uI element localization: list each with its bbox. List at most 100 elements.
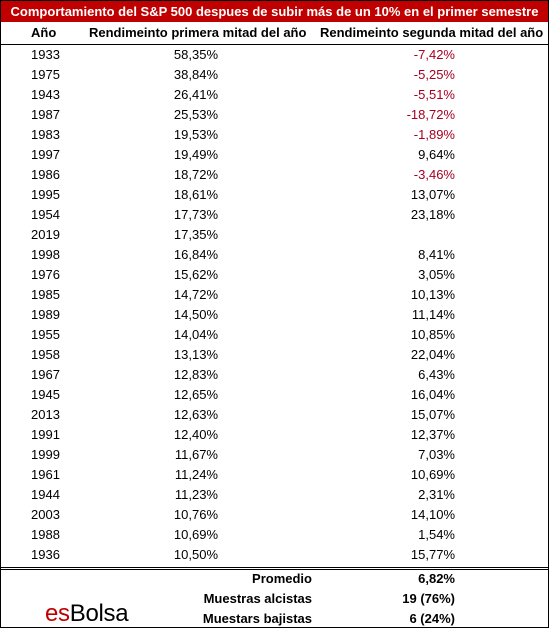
- header-year: Año: [31, 25, 57, 40]
- cell-year: 1958: [31, 347, 60, 362]
- table-row: 1985 14,72% 10,13%: [1, 285, 548, 305]
- cell-second-half: 3,05%: [418, 267, 455, 282]
- cell-first-half: 18,72%: [173, 167, 218, 182]
- cell-second-half: 6,43%: [418, 367, 455, 382]
- cell-second-half: -3,46%: [413, 167, 455, 182]
- summary-row: Muestras alcistas 19 (76%): [1, 589, 548, 609]
- summary-value: 19 (76%): [402, 591, 455, 606]
- cell-second-half: -5,25%: [413, 67, 455, 82]
- table-row: 1989 14,50% 11,14%: [1, 305, 548, 325]
- table-row: 1933 58,35% -7,42%: [1, 45, 548, 65]
- cell-first-half: 14,50%: [173, 307, 218, 322]
- cell-second-half: 8,41%: [418, 247, 455, 262]
- cell-first-half: 38,84%: [173, 67, 218, 82]
- cell-year: 1999: [31, 447, 60, 462]
- table-row: 1961 11,24% 10,69%: [1, 465, 548, 485]
- cell-year: 1961: [31, 467, 60, 482]
- cell-year: 1954: [31, 207, 60, 222]
- cell-first-half: 11,24%: [174, 467, 218, 482]
- cell-first-half: 26,41%: [173, 87, 218, 102]
- cell-year: 1976: [31, 267, 60, 282]
- cell-first-half: 17,35%: [173, 227, 218, 242]
- table-row: 2003 10,76% 14,10%: [1, 505, 548, 525]
- table-row: 1983 19,53% -1,89%: [1, 125, 548, 145]
- cell-second-half: 22,04%: [410, 347, 455, 362]
- cell-first-half: 10,50%: [173, 547, 218, 562]
- summary-row: Muestars bajistas 6 (24%): [1, 609, 548, 629]
- cell-second-half: 10,13%: [410, 287, 455, 302]
- cell-year: 1936: [31, 547, 60, 562]
- cell-second-half: -5,51%: [413, 87, 455, 102]
- cell-year: 1989: [31, 307, 60, 322]
- table-body: 1933 58,35% -7,42% 1975 38,84% -5,25% 1943 26,4…: [1, 45, 548, 565]
- cell-first-half: 58,35%: [173, 47, 218, 62]
- table-title: Comportamiento del S&P 500 despues de su…: [1, 1, 548, 22]
- table-row: 1943 26,41% -5,51%: [1, 85, 548, 105]
- cell-year: 1933: [31, 47, 60, 62]
- cell-second-half: 2,31%: [418, 487, 455, 502]
- table-row: 1967 12,83% 6,43%: [1, 365, 548, 385]
- cell-first-half: 19,53%: [173, 127, 218, 142]
- cell-first-half: 13,13%: [173, 347, 218, 362]
- cell-year: 2019: [31, 227, 60, 242]
- cell-year: 2013: [31, 407, 60, 422]
- cell-second-half: 23,18%: [410, 207, 455, 222]
- table-row: 1976 15,62% 3,05%: [1, 265, 548, 285]
- table-row: 2019 17,35%: [1, 225, 548, 245]
- table-row: 1955 14,04% 10,85%: [1, 325, 548, 345]
- cell-year: 1998: [31, 247, 60, 262]
- cell-first-half: 12,40%: [173, 427, 218, 442]
- cell-year: 1997: [31, 147, 60, 162]
- summary-row: Promedio 6,82%: [1, 569, 548, 589]
- table-row: 1999 11,67% 7,03%: [1, 445, 548, 465]
- cell-first-half: 11,23%: [174, 487, 218, 502]
- cell-first-half: 25,53%: [173, 107, 218, 122]
- cell-first-half: 19,49%: [173, 147, 218, 162]
- cell-second-half: -7,42%: [413, 47, 455, 62]
- cell-year: 1985: [31, 287, 60, 302]
- cell-year: 1983: [31, 127, 60, 142]
- table-row: 1958 13,13% 22,04%: [1, 345, 548, 365]
- cell-first-half: 14,72%: [173, 287, 218, 302]
- cell-second-half: 1,54%: [418, 527, 455, 542]
- cell-year: 1955: [31, 327, 60, 342]
- cell-second-half: 15,07%: [410, 407, 455, 422]
- table-row: 1988 10,69% 1,54%: [1, 525, 548, 545]
- cell-second-half: 10,69%: [410, 467, 455, 482]
- table-row: 1944 11,23% 2,31%: [1, 485, 548, 505]
- cell-first-half: 12,65%: [173, 387, 218, 402]
- summary-label: Promedio: [252, 571, 312, 586]
- table-row: 1995 18,61% 13,07%: [1, 185, 548, 205]
- header-second-half: Rendimeinto segunda mitad del año: [320, 25, 544, 40]
- summary-divider: [1, 567, 548, 570]
- cell-first-half: 12,63%: [173, 407, 218, 422]
- table-row: 2013 12,63% 15,07%: [1, 405, 548, 425]
- cell-year: 1967: [31, 367, 60, 382]
- logo-prefix: es: [45, 600, 70, 627]
- cell-first-half: 18,61%: [173, 187, 218, 202]
- cell-first-half: 14,04%: [173, 327, 218, 342]
- cell-first-half: 10,69%: [173, 527, 218, 542]
- logo-suffix: Bolsa: [69, 600, 129, 627]
- cell-second-half: 7,03%: [418, 447, 455, 462]
- cell-year: 1987: [31, 107, 60, 122]
- table-row: 1936 10,50% 15,77%: [1, 545, 548, 565]
- summary-label: Muestars bajistas: [202, 611, 312, 626]
- table-row: 1991 12,40% 12,37%: [1, 425, 548, 445]
- cell-first-half: 17,73%: [173, 207, 218, 222]
- summary-value: 6 (24%): [409, 611, 455, 626]
- table-row: 1954 17,73% 23,18%: [1, 205, 548, 225]
- cell-second-half: 12,37%: [410, 427, 455, 442]
- table-row: 1998 16,84% 8,41%: [1, 245, 548, 265]
- summary-value: 6,82%: [418, 571, 455, 586]
- cell-first-half: 12,83%: [173, 367, 218, 382]
- cell-second-half: 13,07%: [410, 187, 455, 202]
- table-row: 1997 19,49% 9,64%: [1, 145, 548, 165]
- esbolsa-logo: esBolsa: [45, 600, 129, 627]
- cell-first-half: 15,62%: [173, 267, 218, 282]
- table-row: 1986 18,72% -3,46%: [1, 165, 548, 185]
- cell-second-half: 11,14%: [411, 307, 455, 322]
- table-row: 1945 12,65% 16,04%: [1, 385, 548, 405]
- cell-second-half: -1,89%: [413, 127, 455, 142]
